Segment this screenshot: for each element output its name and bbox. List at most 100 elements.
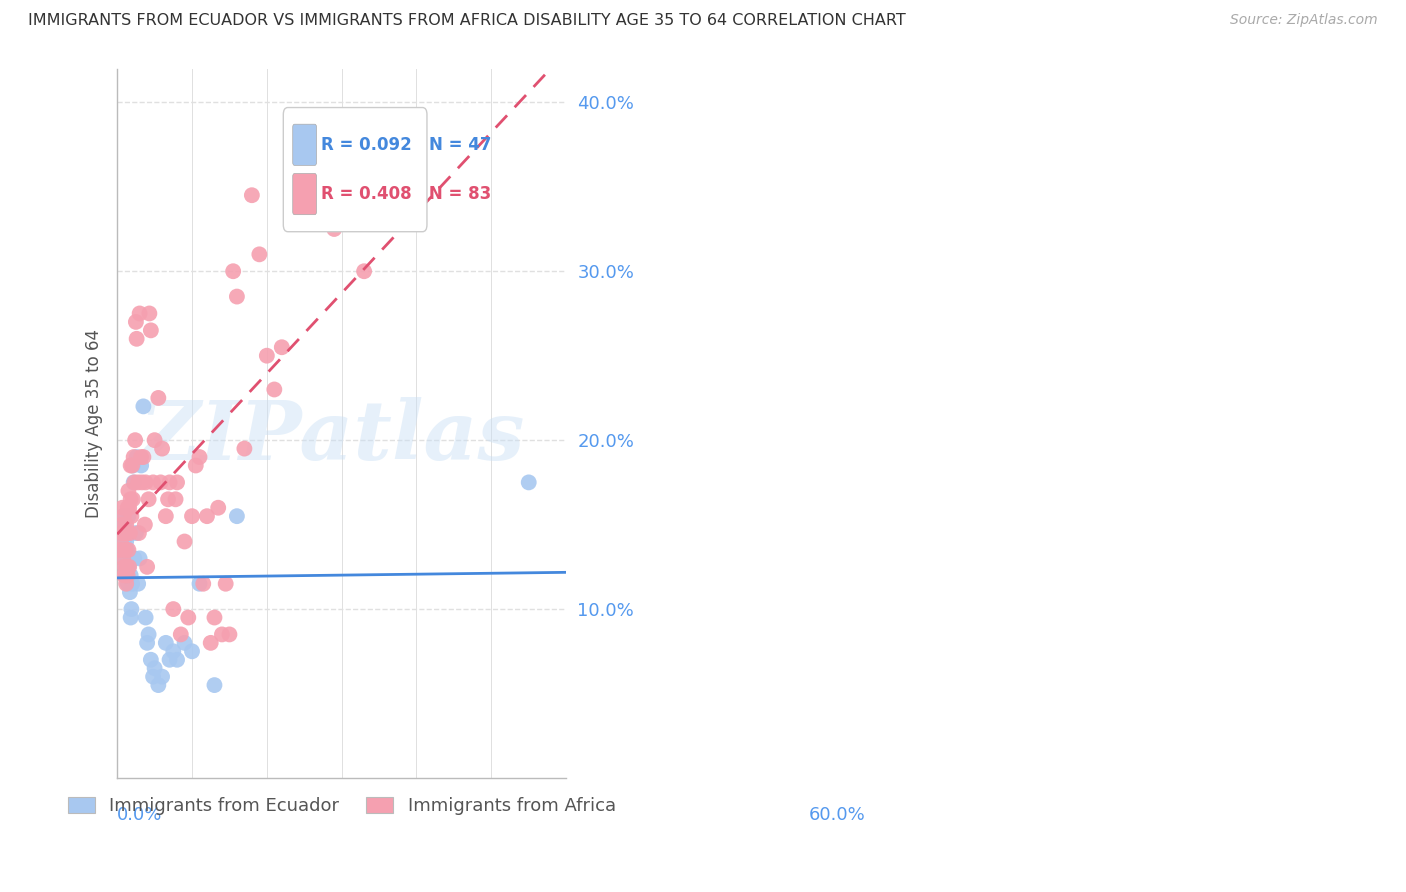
Point (122, 450, 145, 464)
Point (211, 627, 233, 641)
Point (218, 627, 240, 641)
Point (204, 678, 226, 692)
Point (122, 492, 145, 507)
Point (115, 517, 138, 532)
Point (240, 188, 263, 202)
Point (517, 475, 540, 490)
Y-axis label: Disability Age 35 to 64: Disability Age 35 to 64 (86, 329, 103, 517)
Point (117, 576, 139, 591)
Point (112, 526, 135, 541)
Point (134, 517, 156, 532)
Point (142, 475, 165, 490)
Point (150, 442, 173, 456)
Point (177, 610, 200, 624)
Point (124, 433, 146, 447)
Point (112, 534, 135, 549)
Point (204, 610, 226, 624)
FancyBboxPatch shape (292, 124, 316, 165)
Point (159, 653, 181, 667)
Point (114, 559, 136, 574)
Point (112, 551, 135, 566)
Point (128, 526, 150, 541)
Point (285, 146, 308, 161)
Point (124, 551, 146, 566)
Point (110, 543, 132, 558)
Point (181, 509, 204, 524)
Point (114, 543, 136, 558)
Point (118, 585, 141, 599)
Point (157, 492, 180, 507)
Point (125, 315, 148, 329)
Point (132, 450, 155, 464)
Point (301, 179, 323, 194)
Point (114, 526, 136, 541)
Point (125, 450, 148, 464)
Point (117, 543, 139, 558)
Point (162, 644, 184, 658)
Point (215, 576, 238, 591)
Point (193, 576, 215, 591)
Point (207, 500, 229, 515)
Point (233, 442, 256, 456)
Point (222, 264, 245, 278)
Point (142, 670, 165, 684)
Point (115, 576, 138, 591)
Point (270, 340, 292, 354)
Point (118, 526, 141, 541)
Point (117, 500, 139, 515)
Point (135, 475, 157, 490)
Point (114, 551, 136, 566)
Point (139, 653, 162, 667)
Point (127, 475, 149, 490)
Point (148, 678, 170, 692)
Point (143, 433, 166, 447)
Point (112, 568, 135, 582)
Point (188, 576, 211, 591)
Point (129, 458, 152, 473)
Point (114, 517, 136, 532)
Text: 0.0%: 0.0% (117, 806, 163, 824)
Point (108, 543, 131, 558)
Text: 60.0%: 60.0% (808, 806, 866, 824)
Point (131, 475, 153, 490)
Point (112, 509, 135, 524)
Point (120, 509, 142, 524)
Text: Source: ZipAtlas.com: Source: ZipAtlas.com (1230, 13, 1378, 28)
Point (121, 576, 143, 591)
Point (225, 289, 247, 303)
Point (122, 475, 145, 490)
Point (323, 222, 346, 236)
Point (117, 568, 139, 582)
Point (138, 306, 160, 320)
Point (125, 332, 148, 346)
Point (120, 602, 142, 616)
Point (112, 509, 135, 524)
Point (118, 526, 141, 541)
Point (115, 526, 138, 541)
Point (114, 568, 136, 582)
Point (136, 559, 159, 574)
Point (110, 534, 132, 549)
Point (122, 458, 145, 473)
Text: IMMIGRANTS FROM ECUADOR VS IMMIGRANTS FROM AFRICA DISABILITY AGE 35 TO 64 CORREL: IMMIGRANTS FROM ECUADOR VS IMMIGRANTS FR… (28, 13, 905, 29)
Point (128, 551, 150, 566)
Point (124, 475, 146, 490)
Point (111, 517, 134, 532)
Point (128, 306, 150, 320)
Point (132, 400, 155, 414)
Point (162, 602, 184, 616)
Point (195, 509, 218, 524)
Point (165, 492, 187, 507)
FancyBboxPatch shape (292, 174, 316, 215)
Point (120, 568, 142, 582)
Point (117, 559, 139, 574)
Point (111, 526, 134, 541)
Point (117, 551, 139, 566)
Point (139, 323, 162, 337)
Point (166, 475, 188, 490)
Point (120, 610, 142, 624)
Point (256, 349, 278, 363)
Point (138, 627, 160, 641)
Point (188, 450, 211, 464)
Text: R = 0.408   N = 83: R = 0.408 N = 83 (322, 186, 492, 203)
